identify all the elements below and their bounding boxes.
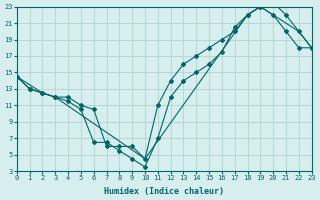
X-axis label: Humidex (Indice chaleur): Humidex (Indice chaleur) <box>104 187 224 196</box>
